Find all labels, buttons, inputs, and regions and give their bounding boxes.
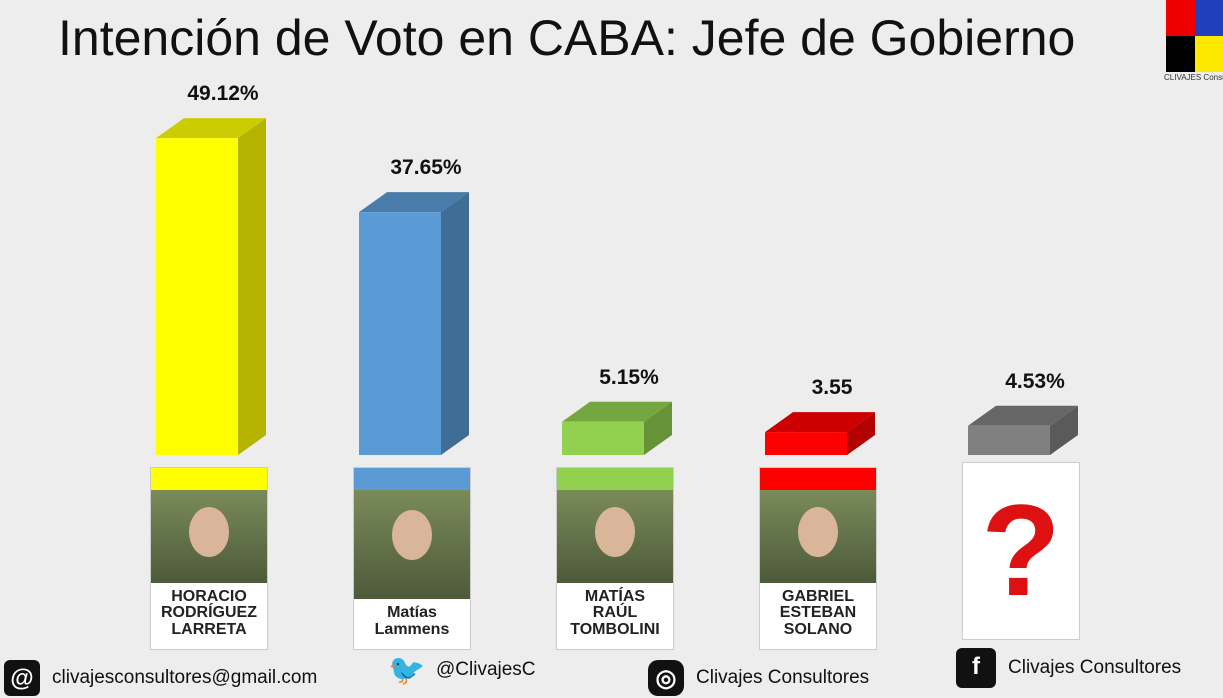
candidate-name: HORACIO RODRÍGUEZ LARRETA — [161, 587, 257, 639]
bar-side — [644, 401, 672, 455]
logo-text: CLIVAJES Consultores — [1164, 73, 1223, 82]
card-photo — [760, 490, 876, 583]
value-label: 5.15% — [599, 366, 659, 389]
logo: CLIVAJES Consultores — [1164, 0, 1223, 82]
candidate-name: GABRIEL ESTEBAN SOLANO — [779, 587, 857, 639]
footer-instagram: ◎ Clivajes Consultores — [648, 660, 869, 696]
bar-side — [441, 192, 469, 455]
logo-square — [1166, 0, 1195, 36]
instagram-text: Clivajes Consultores — [696, 667, 870, 688]
bar — [562, 421, 644, 455]
card-band — [354, 468, 470, 490]
card-band — [760, 468, 876, 490]
bar-side — [847, 412, 875, 455]
value-label: 4.53% — [1005, 370, 1065, 393]
instagram-icon: ◎ — [648, 660, 684, 696]
twitter-icon: 🐦 — [388, 654, 426, 687]
bar — [968, 425, 1050, 455]
logo-square — [1195, 36, 1223, 72]
bar-side — [238, 118, 266, 456]
email-text: clivajesconsultores@gmail.com — [52, 667, 318, 688]
bar-side — [1050, 405, 1078, 455]
value-label: 37.65% — [390, 156, 462, 179]
bar-top — [562, 401, 672, 422]
facebook-text: Clivajes Consultores — [1008, 657, 1182, 678]
bar-top — [968, 405, 1078, 426]
bar — [765, 432, 847, 455]
card-photo — [151, 490, 267, 583]
card-band — [557, 468, 673, 490]
candidate-card: HORACIO RODRÍGUEZ LARRETA — [150, 467, 268, 650]
bar — [359, 212, 441, 455]
bar — [156, 138, 238, 455]
bar-top — [765, 412, 875, 433]
footer-facebook: f Clivajes Consultores — [956, 648, 1181, 688]
candidate-name: Matías Lammens — [374, 604, 450, 639]
logo-square — [1166, 36, 1195, 72]
bar-top — [359, 192, 469, 213]
bar-top — [156, 118, 266, 139]
question-mark: ? — [981, 477, 1061, 623]
logo-square — [1195, 0, 1223, 36]
card-photo — [557, 490, 673, 583]
facebook-icon: f — [956, 648, 996, 688]
candidate-name: MATÍAS RAÚL TOMBOLINI — [570, 587, 660, 639]
email-icon: @ — [4, 660, 40, 696]
card-band — [151, 468, 267, 490]
footer-twitter: 🐦 @ClivajesC — [388, 652, 536, 688]
value-label: 49.12% — [187, 82, 259, 105]
candidate-card: GABRIEL ESTEBAN SOLANO — [759, 467, 877, 650]
chart-title: Intención de Voto en CABA: Jefe de Gobie… — [58, 10, 1075, 66]
card-photo — [354, 490, 470, 600]
footer-email: @ clivajesconsultores@gmail.com — [4, 660, 317, 696]
candidate-card: MATÍAS RAÚL TOMBOLINI — [556, 467, 674, 650]
value-label: 3.55 — [812, 376, 853, 399]
twitter-text: @ClivajesC — [436, 659, 536, 680]
candidate-card: Matías Lammens — [353, 467, 471, 650]
candidate-card: ? — [962, 462, 1080, 640]
